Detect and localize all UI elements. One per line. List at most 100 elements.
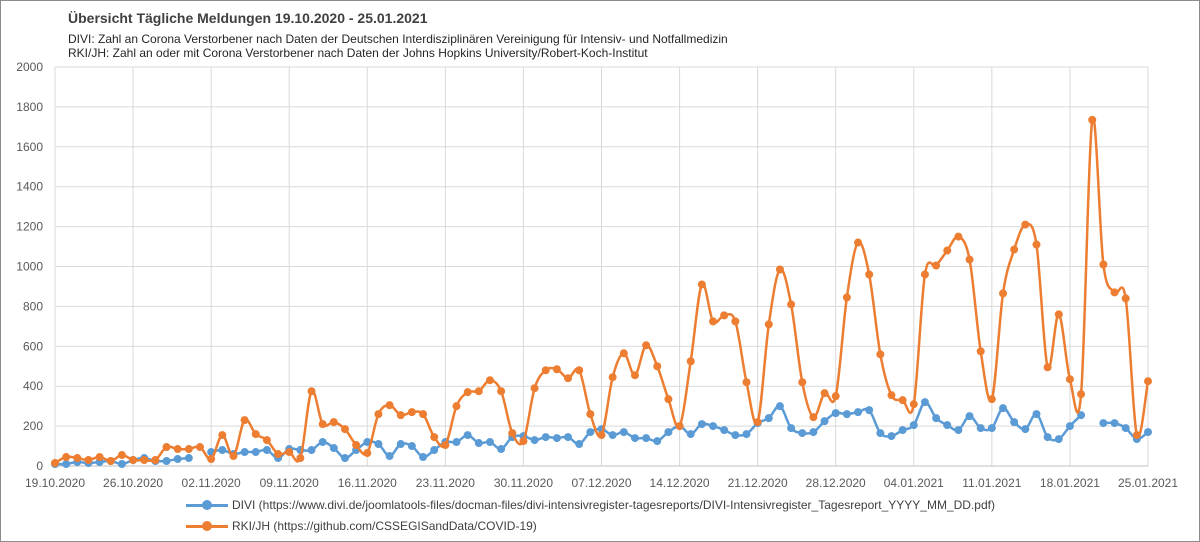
data-point-rki xyxy=(184,445,193,454)
data-point-rki xyxy=(742,378,751,387)
data-point-divi xyxy=(530,436,539,445)
data-point-divi xyxy=(787,424,796,433)
data-point-divi xyxy=(630,434,639,443)
data-point-divi xyxy=(932,414,941,423)
data-point-rki xyxy=(920,270,929,279)
data-point-divi xyxy=(307,446,316,455)
data-point-rki xyxy=(943,246,952,255)
data-point-divi xyxy=(720,426,729,435)
data-point-rki xyxy=(987,395,996,404)
data-point-rki xyxy=(764,320,773,329)
data-point-divi xyxy=(1065,422,1074,431)
data-point-divi xyxy=(184,454,193,463)
data-point-rki xyxy=(407,408,416,417)
data-point-rki xyxy=(95,453,104,462)
data-point-divi xyxy=(764,414,773,423)
data-point-divi xyxy=(1032,410,1041,419)
data-point-divi xyxy=(552,434,561,443)
data-point-rki xyxy=(452,402,461,411)
y-tick-label: 200 xyxy=(23,419,43,433)
data-point-divi xyxy=(820,417,829,426)
data-point-rki xyxy=(363,449,372,458)
data-point-divi xyxy=(1021,425,1030,434)
data-point-rki xyxy=(1088,115,1097,124)
data-point-rki xyxy=(251,430,260,439)
data-point-rki xyxy=(140,456,149,465)
data-point-divi xyxy=(218,446,227,455)
subtitle-line-divi: DIVI: Zahl an Corona Verstorbener nach D… xyxy=(68,32,728,46)
data-point-divi xyxy=(1043,433,1052,442)
data-point-rki xyxy=(597,431,606,440)
data-point-divi xyxy=(575,440,584,449)
data-point-rki xyxy=(485,376,494,385)
data-point-rki xyxy=(1054,310,1063,319)
data-point-divi xyxy=(340,454,349,463)
data-point-divi xyxy=(162,457,171,466)
chart-title: Übersicht Tägliche Meldungen 19.10.2020 … xyxy=(68,10,428,26)
data-point-divi xyxy=(329,444,338,453)
data-point-rki xyxy=(909,400,918,409)
data-point-divi xyxy=(798,429,807,438)
data-point-rki xyxy=(240,416,249,425)
data-point-rki xyxy=(1065,375,1074,384)
data-point-rki xyxy=(519,437,528,446)
subtitle-line-rki: RKI/JH: Zahl an oder mit Corona Verstorb… xyxy=(68,46,648,60)
data-point-rki xyxy=(731,317,740,326)
data-point-rki xyxy=(430,433,439,442)
data-point-divi xyxy=(407,442,416,451)
x-tick-label: 04.01.2021 xyxy=(884,476,944,490)
y-tick-label: 0 xyxy=(36,459,43,473)
legend-item-rki: RKI/JH (https://github.com/CSSEGISandDat… xyxy=(186,519,537,533)
data-point-divi xyxy=(898,426,907,435)
data-point-rki xyxy=(73,454,82,463)
data-point-divi xyxy=(1144,428,1152,437)
data-point-rki xyxy=(876,350,885,359)
data-point-rki xyxy=(630,371,639,380)
data-point-rki xyxy=(508,429,517,438)
data-point-divi xyxy=(854,408,863,417)
data-point-divi xyxy=(920,398,929,407)
y-tick-label: 1600 xyxy=(16,140,43,154)
data-point-rki xyxy=(865,270,874,279)
x-tick-label: 09.11.2020 xyxy=(260,476,319,490)
data-point-divi xyxy=(976,424,985,433)
data-point-divi xyxy=(697,420,706,429)
data-point-divi xyxy=(497,445,506,454)
data-point-rki xyxy=(530,384,539,393)
data-point-rki xyxy=(1121,294,1130,303)
data-point-divi xyxy=(943,421,952,430)
x-tick-label: 30.11.2020 xyxy=(494,476,553,490)
legend-label-rki: RKI/JH (https://github.com/CSSEGISandDat… xyxy=(232,519,537,533)
data-point-rki xyxy=(564,374,573,383)
data-point-rki xyxy=(385,401,394,410)
data-point-rki xyxy=(775,265,784,274)
data-point-rki xyxy=(106,457,115,466)
x-tick-label: 23.11.2020 xyxy=(416,476,475,490)
data-point-divi xyxy=(1110,419,1119,428)
y-tick-label: 600 xyxy=(23,339,43,353)
data-point-rki xyxy=(274,450,283,459)
data-point-divi xyxy=(430,446,439,455)
data-point-rki xyxy=(463,388,472,397)
x-tick-label: 25.01.2021 xyxy=(1118,476,1178,490)
data-point-divi xyxy=(731,431,740,440)
data-point-rki xyxy=(296,454,305,463)
data-point-divi xyxy=(374,440,383,449)
x-tick-label: 14.12.2020 xyxy=(650,476,710,490)
data-point-divi xyxy=(396,440,405,449)
data-point-rki xyxy=(898,396,907,405)
data-point-rki xyxy=(932,261,941,270)
data-point-divi xyxy=(653,437,662,446)
data-point-rki xyxy=(419,410,428,419)
data-point-rki xyxy=(642,341,651,350)
data-point-rki xyxy=(229,452,238,461)
data-point-rki xyxy=(51,459,59,468)
data-point-rki xyxy=(497,387,506,396)
data-point-divi xyxy=(474,439,483,448)
data-point-rki xyxy=(474,387,483,396)
data-point-rki xyxy=(129,456,138,465)
data-point-divi xyxy=(842,410,851,419)
y-tick-label: 400 xyxy=(23,379,43,393)
data-point-divi xyxy=(965,412,974,421)
data-point-divi xyxy=(262,446,271,455)
